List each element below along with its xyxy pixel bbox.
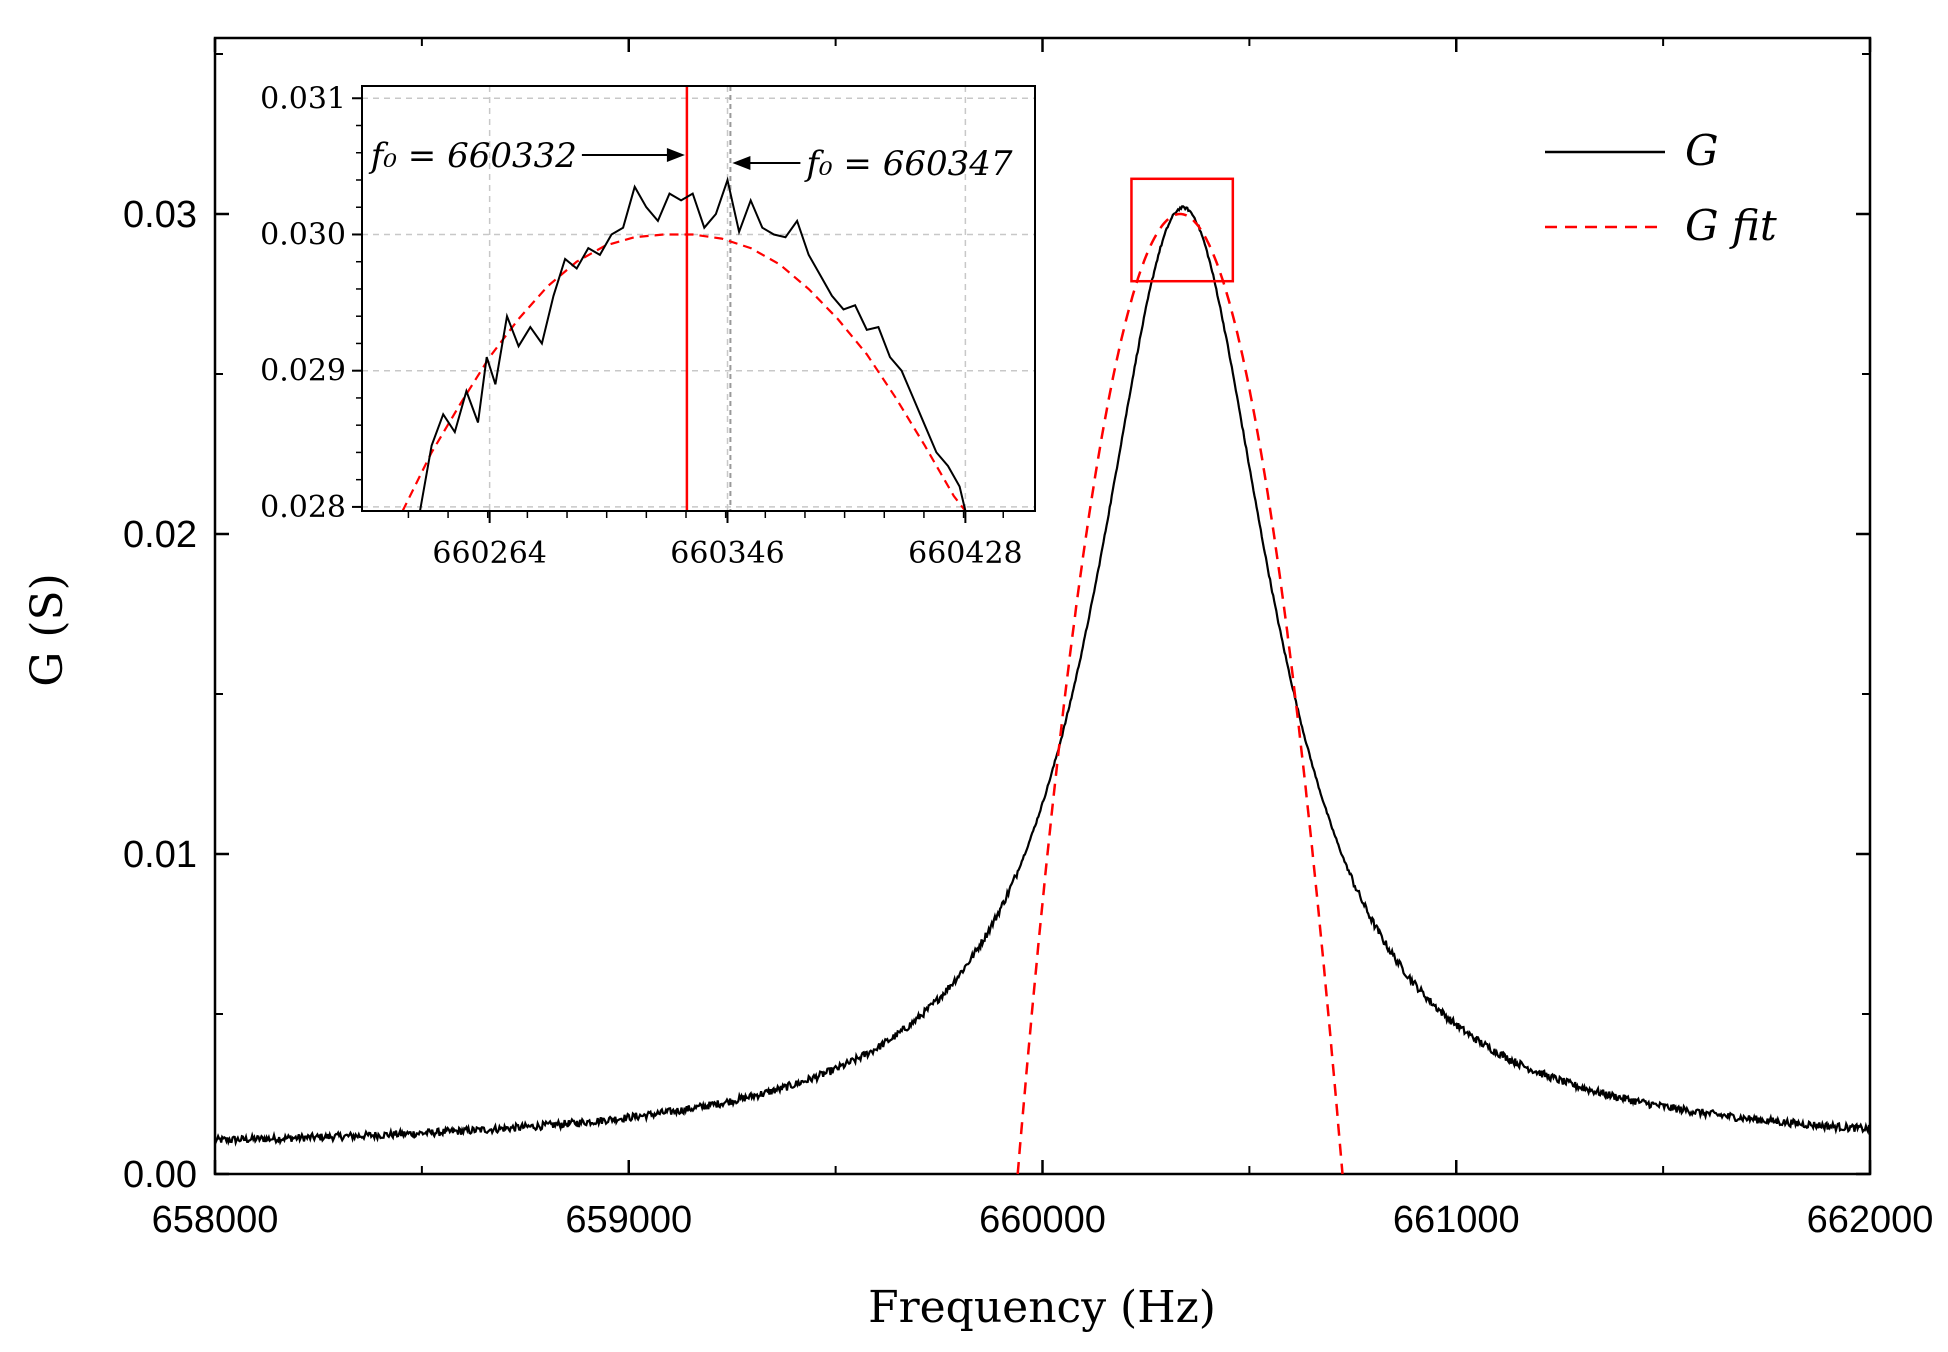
annotation-right-arrowhead xyxy=(732,156,751,170)
inset-annotations: f₀ = 660332 f₀ = 660347 xyxy=(368,136,1013,184)
legend-label-G: G xyxy=(1685,126,1719,175)
inset-curves xyxy=(401,176,967,512)
inset-plot: 660264 660346 660428 0.028 0.029 0.030 0.031 f… xyxy=(260,81,1036,571)
y-axis-title: G (S) xyxy=(22,573,73,687)
series-G-fit-line xyxy=(1016,212,1344,1175)
inset-grid xyxy=(362,86,1035,511)
inset-x-tick-label: 660428 xyxy=(908,536,1023,571)
x-tick-label: 659000 xyxy=(565,1199,692,1241)
inset-vertical-lines xyxy=(685,86,732,511)
y-tick-label: 0.00 xyxy=(123,1154,197,1196)
inset-frame xyxy=(361,85,1036,512)
inset-background xyxy=(362,86,1035,511)
highlight-box xyxy=(1130,177,1235,283)
x-tick-label: 662000 xyxy=(1807,1199,1934,1241)
legend-label-G-fit: G fit xyxy=(1685,201,1777,250)
inset-y-tick-label: 0.031 xyxy=(260,81,346,116)
annotation-left: f₀ = 660332 xyxy=(368,136,577,176)
inset-x-tick-label: 660346 xyxy=(670,536,785,571)
main-tick-labels: 658000 659000 660000 661000 662000 0.00 0.01 0.… xyxy=(123,194,1933,1241)
y-tick-label: 0.02 xyxy=(123,514,197,556)
y-tick-label: 0.01 xyxy=(123,834,197,876)
x-tick-label: 660000 xyxy=(979,1199,1106,1241)
inset-ticks xyxy=(352,97,1004,523)
inset-x-tick-label: 660264 xyxy=(432,536,547,571)
series-G-line xyxy=(213,205,1872,1147)
main-ticks xyxy=(213,38,1872,1176)
inset-G-line xyxy=(419,176,967,512)
inset-y-tick-label: 0.029 xyxy=(260,354,346,389)
inset-tick-labels: 660264 660346 660428 0.028 0.029 0.030 0.031 xyxy=(260,81,1023,571)
inset-y-tick-label: 0.030 xyxy=(260,217,346,252)
inset-y-tick-label: 0.028 xyxy=(260,490,346,525)
inset-fit-line xyxy=(401,233,967,512)
annotation-left-arrowhead xyxy=(666,148,685,162)
y-tick-label: 0.03 xyxy=(123,194,197,236)
main-curves xyxy=(213,205,1872,1175)
x-tick-label: 658000 xyxy=(152,1199,279,1241)
x-axis-title: Frequency (Hz) xyxy=(868,1282,1216,1333)
x-tick-label: 661000 xyxy=(1393,1199,1520,1241)
annotation-right: f₀ = 660347 xyxy=(803,144,1012,184)
legend: G G fit xyxy=(1545,126,1777,250)
